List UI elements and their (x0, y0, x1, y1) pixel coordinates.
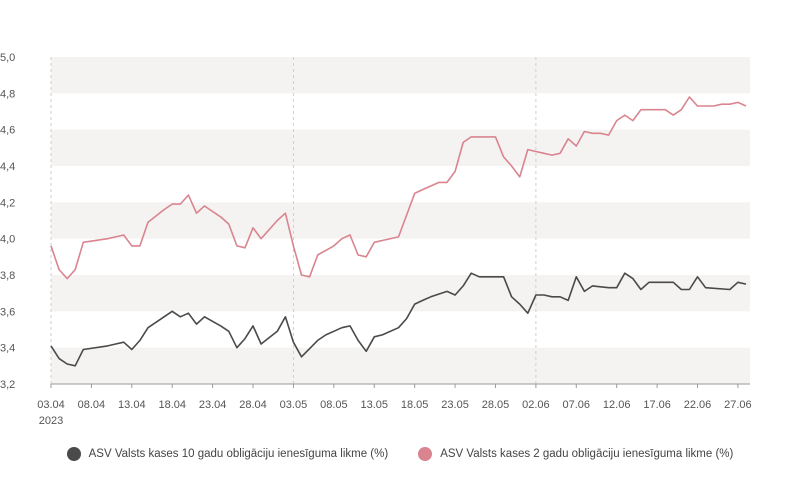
vertical-gridlines (292, 57, 537, 384)
y-tick-label: 4,6 (0, 125, 15, 137)
x-tick-label: 17.06 (643, 399, 671, 411)
x-axis: 03.04 2023 08.04 13.04 18.04 23.04 28.04 03.05 0… (37, 384, 752, 427)
legend-label-10y: ASV Valsts kases 10 gadu obligāciju iene… (88, 448, 389, 460)
x-tick-label: 08.05 (320, 399, 348, 411)
x-tick-label: 28.05 (482, 399, 510, 411)
legend-label-2y: ASV Valsts kases 2 gadu obligāciju ienes… (440, 448, 734, 460)
y-tick-label: 4,2 (0, 197, 15, 209)
x-tick-label: 12.06 (603, 399, 631, 411)
grid-band (51, 57, 750, 94)
y-tick-label: 4,8 (0, 88, 15, 100)
legend: ASV Valsts kases 10 gadu obligāciju iene… (0, 447, 800, 461)
grid-band (51, 129, 750, 166)
x-tick-label: 08.04 (78, 399, 106, 411)
y-tick-label: 3,8 (0, 270, 15, 282)
x-tick-label: 18.04 (158, 399, 186, 411)
line-chart: 5,0 4,8 4,6 4,4 4,2 4,0 3,8 3,6 3,4 3,2 03.04 2023… (0, 52, 752, 427)
x-tick-label: 18.05 (401, 399, 429, 411)
y-tick-label: 4,4 (0, 161, 15, 173)
x-tick-label: 03.04 (37, 399, 65, 411)
legend-swatch-2y (418, 447, 433, 461)
series-line-10y[interactable] (50, 272, 747, 367)
x-tick-label: 03.05 (280, 399, 308, 411)
x-tick-label: 07.06 (563, 399, 591, 411)
x-tick-label: 13.04 (118, 399, 146, 411)
y-tick-label: 3,4 (0, 343, 15, 355)
y-tick-label: 3,2 (0, 379, 15, 391)
legend-item-10y[interactable]: ASV Valsts kases 10 gadu obligāciju iene… (66, 447, 389, 461)
x-tick-label: 02.06 (522, 399, 550, 411)
x-tick-year-label: 2023 (39, 415, 63, 427)
x-tick-label: 28.04 (239, 399, 267, 411)
series-line-2y[interactable] (50, 96, 747, 280)
legend-swatch-10y (66, 447, 81, 461)
y-tick-label: 3,6 (0, 306, 15, 318)
grid-band (51, 275, 750, 312)
x-tick-label: 22.06 (684, 399, 712, 411)
y-axis: 5,0 4,8 4,6 4,4 4,2 4,0 3,8 3,6 3,4 3,2 (0, 52, 750, 391)
y-tick-label: 5,0 (0, 52, 15, 64)
x-tick-label: 23.05 (441, 399, 469, 411)
legend-item-2y[interactable]: ASV Valsts kases 2 gadu obligāciju ienes… (418, 447, 733, 461)
x-tick-label: 27.06 (724, 399, 752, 411)
x-tick-label: 23.04 (199, 399, 227, 411)
y-tick-label: 4,0 (0, 234, 15, 246)
series-lines (50, 96, 747, 367)
grid-band (51, 347, 750, 384)
x-tick-label: 13.05 (360, 399, 388, 411)
grid-bands (51, 57, 750, 384)
